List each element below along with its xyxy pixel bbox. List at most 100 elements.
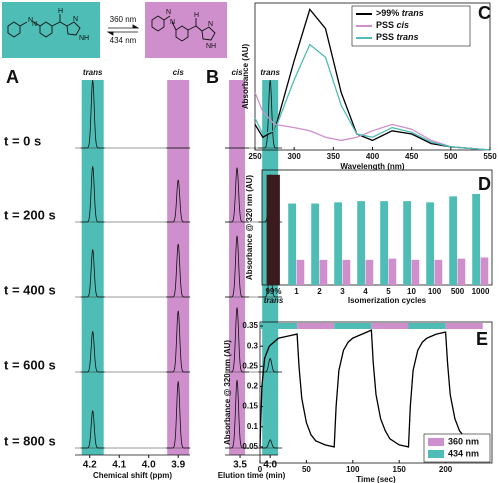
x-axis-label: Wavelength (nm) bbox=[340, 162, 404, 171]
bar bbox=[334, 202, 342, 285]
x-tick-label: 250 bbox=[248, 152, 262, 161]
x-tick-label: 4.2 bbox=[83, 460, 97, 471]
atom-label: N bbox=[166, 9, 171, 16]
atom-label: N bbox=[208, 21, 213, 28]
condition: 434 nm bbox=[110, 36, 137, 45]
peak bbox=[258, 439, 283, 449]
bar bbox=[426, 202, 434, 285]
condition: 360 nm bbox=[110, 15, 137, 24]
irradiation-segment bbox=[408, 323, 446, 329]
bar bbox=[319, 259, 328, 285]
bar bbox=[288, 203, 296, 285]
x-tick-label: 350 bbox=[327, 152, 341, 161]
x-tick-label: 100 bbox=[428, 287, 442, 296]
peak bbox=[225, 235, 250, 298]
bar bbox=[472, 193, 480, 285]
x-tick-label: 50 bbox=[302, 465, 311, 474]
peak bbox=[225, 307, 250, 373]
x-tick-label: 500 bbox=[444, 152, 458, 161]
plot-frame bbox=[261, 169, 493, 286]
peak bbox=[225, 379, 250, 449]
atom-label: NH bbox=[79, 35, 89, 42]
peak bbox=[166, 179, 191, 223]
x-tick-label: 3 bbox=[340, 287, 345, 296]
bar bbox=[480, 257, 489, 285]
y-axis-label: Absorbance @ 320 nm (AU) bbox=[223, 340, 232, 445]
peak bbox=[258, 79, 283, 149]
panel-letter: E bbox=[476, 329, 488, 349]
equilibrium-arrows bbox=[106, 24, 140, 36]
irradiation-segment bbox=[334, 323, 372, 329]
legend-label: >99% trans bbox=[376, 8, 424, 18]
bar bbox=[357, 201, 365, 285]
x-tick-label: 500 bbox=[451, 287, 465, 296]
row-label: t = 800 s bbox=[4, 433, 56, 448]
bar bbox=[434, 259, 443, 285]
x-tick-label: 1000 bbox=[472, 287, 490, 296]
peak bbox=[166, 381, 191, 449]
bar bbox=[365, 259, 374, 285]
atom-label: H bbox=[58, 8, 63, 15]
atom-label: N bbox=[28, 17, 33, 24]
trans-box bbox=[2, 2, 100, 58]
x-axis-label: Isomerization cycles bbox=[348, 296, 427, 305]
peak bbox=[258, 357, 283, 373]
band-label: cis bbox=[231, 68, 243, 77]
y-tick-label: 0.35 bbox=[242, 321, 258, 330]
bar bbox=[411, 259, 420, 285]
irradiation-segment bbox=[445, 323, 483, 329]
peak bbox=[80, 410, 105, 449]
bar bbox=[403, 201, 411, 285]
y-tick-label: 0.1 bbox=[247, 422, 259, 431]
band-label: trans bbox=[83, 68, 103, 77]
peak bbox=[80, 249, 105, 298]
panel-letter: B bbox=[206, 67, 219, 87]
peak bbox=[80, 331, 105, 373]
x-tick-label: 3.9 bbox=[171, 460, 185, 471]
band bbox=[167, 80, 190, 455]
y-axis-label: Absorbance @ 320 nm (AU) bbox=[245, 175, 254, 280]
x-tick-label: 5 bbox=[386, 287, 391, 296]
legend-label: 360 nm bbox=[448, 436, 479, 446]
irradiation-segment bbox=[371, 323, 409, 329]
bar bbox=[311, 203, 319, 285]
plot-frame bbox=[259, 321, 493, 464]
row-label: t = 0 s bbox=[4, 133, 41, 148]
x-tick-label: 150 bbox=[393, 465, 407, 474]
row-label: t = 200 s bbox=[4, 207, 56, 222]
atom-label: N bbox=[73, 16, 78, 23]
x-tick-label: 400 bbox=[366, 152, 380, 161]
panel-letter: D bbox=[478, 174, 491, 194]
peak bbox=[166, 310, 191, 373]
bar bbox=[296, 259, 305, 285]
series-line bbox=[259, 329, 482, 448]
y-tick-label: 0.15 bbox=[242, 402, 258, 411]
x-tick-label: 99% bbox=[265, 287, 281, 296]
x-tick-label: 10 bbox=[407, 287, 416, 296]
x-tick-label: 300 bbox=[287, 152, 301, 161]
band bbox=[81, 80, 104, 455]
legend-label: 434 nm bbox=[448, 448, 479, 458]
series-line bbox=[254, 43, 491, 151]
peak bbox=[80, 79, 105, 149]
x-tick-label: 4 bbox=[363, 287, 368, 296]
x-axis-label: Chemical shift (ppm) bbox=[93, 471, 172, 480]
x-tick-label: 2 bbox=[317, 287, 322, 296]
series-line bbox=[254, 8, 491, 151]
panel-letter: C bbox=[478, 3, 491, 23]
legend-label: PSS cis bbox=[376, 20, 409, 30]
x-tick-label: 4.1 bbox=[112, 460, 126, 471]
bar bbox=[380, 201, 388, 285]
atom-label: H bbox=[194, 12, 199, 19]
legend-swatch bbox=[428, 438, 444, 446]
series-line bbox=[254, 92, 491, 151]
bar bbox=[388, 258, 397, 285]
y-tick-label: 0.05 bbox=[242, 442, 258, 451]
band-label: trans bbox=[260, 68, 280, 77]
x-tick-label: 100 bbox=[346, 465, 360, 474]
peak bbox=[166, 243, 191, 298]
atom-label: N bbox=[170, 19, 175, 26]
x-tick-label: 4.0 bbox=[142, 460, 156, 471]
bar bbox=[457, 258, 466, 285]
band bbox=[229, 80, 246, 455]
